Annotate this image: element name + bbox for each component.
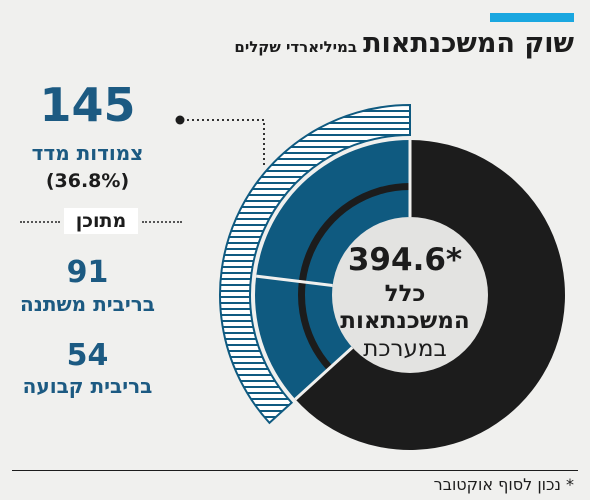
indexed-value: 145 [39,78,136,132]
indexed-inner-ring-divider [298,183,410,371]
indexed-leader-dot [175,115,185,125]
indexed-leader-line [182,119,265,165]
chart-header: שוק המשכנתאות במיליארדי שקלים [234,28,574,59]
of-which-dotted-line-right [142,221,182,223]
accent-bar [490,13,574,22]
chart-title: שוק המשכנתאות [363,28,574,59]
center-total: 394.6* [347,242,463,278]
chart-subtitle: במיליארדי שקלים [234,38,358,56]
bottom-rule [12,470,578,471]
indexed-label: צמודות מדד [31,141,144,165]
donut-center-disk [332,217,488,373]
donut-separator-2 [255,274,333,288]
of-which-dotted-line-left [20,221,60,223]
center-line-1: כלל [384,281,426,307]
variable-rate-value: 91 [66,255,109,290]
fixed-rate-label: בריבית קבועה [22,374,153,398]
indexed-share: (36.8%) [45,170,130,192]
donut-slice-other [295,140,565,450]
center-line-2: המשכנתאות [340,308,470,334]
center-line-3: במערכת [363,336,447,362]
variable-rate-label: בריבית משתנה [20,292,155,316]
donut-separator-1 [294,346,354,401]
fixed-rate-value: 54 [66,338,109,373]
indexed-highlight-band [219,103,411,425]
of-which-label: מתוכן [64,208,138,234]
footnote: * נכון לסוף אוקטובר [433,475,574,494]
